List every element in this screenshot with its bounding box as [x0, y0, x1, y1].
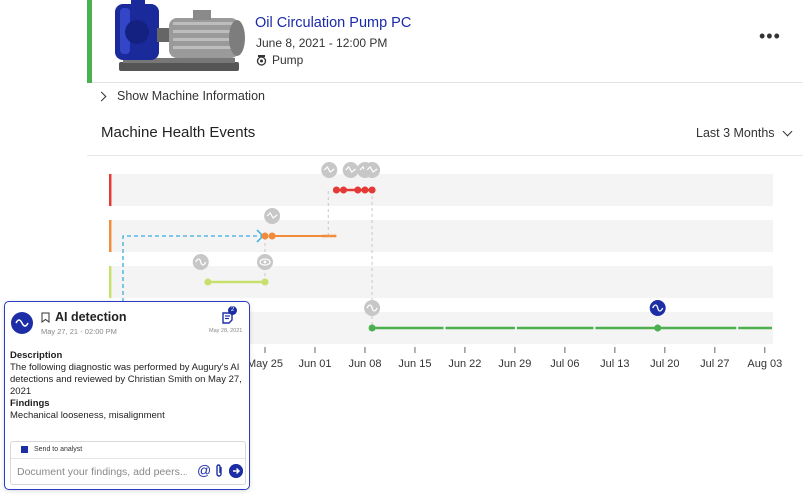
pump-icon: [256, 55, 267, 66]
section-divider: [87, 155, 803, 156]
ai-avatar: [11, 312, 33, 334]
notes-date: May 28, 2021: [209, 328, 243, 334]
diag-line: [366, 166, 378, 173]
findings-text: Mechanical looseness, misalignment: [10, 410, 165, 421]
show-machine-info-label: Show Machine Information: [117, 89, 265, 103]
eye-icon: [257, 254, 273, 270]
mention-icon[interactable]: @: [197, 462, 212, 478]
machine-title[interactable]: Oil Circulation Pump PC: [255, 15, 412, 31]
x-tick-label: May 25: [247, 358, 283, 370]
event-dot: [361, 186, 369, 194]
description-text: The following diagnostic was performed b…: [10, 362, 242, 397]
escalation-link: [122, 235, 263, 302]
comment-composer: Send to analyst @: [10, 441, 246, 485]
event-dot: [204, 278, 212, 286]
popup-body: Description The following diagnostic was…: [10, 350, 248, 422]
eye-shape: [259, 258, 271, 266]
event-dot: [261, 278, 269, 286]
show-machine-info-toggle[interactable]: Show Machine Information: [96, 89, 265, 103]
machine-type: Pump: [256, 53, 303, 67]
send-to-analyst-label: Send to analyst: [34, 446, 83, 453]
event-dot: [368, 186, 376, 194]
x-tick-label: Jun 08: [348, 358, 381, 370]
description-label: Description: [10, 350, 63, 361]
x-tick-label: Jul 06: [550, 358, 579, 370]
send-icon[interactable]: [229, 464, 243, 478]
event-dot: [332, 186, 340, 194]
x-tick-label: Jul 13: [600, 358, 629, 370]
wave-icon: [192, 254, 209, 270]
x-tick-label: Jul 20: [650, 358, 679, 370]
send-to-analyst-option[interactable]: Send to analyst: [21, 446, 82, 453]
diagnostic-icon: [264, 208, 281, 224]
event-dot: [261, 232, 269, 240]
diag-line: [345, 166, 357, 173]
time-range-label: Last 3 Months: [696, 126, 775, 140]
event-dot: [340, 186, 348, 194]
lane-marker-medium: [109, 266, 112, 298]
event-dot: [368, 324, 376, 332]
event-dot: [268, 232, 276, 240]
segment-gap: [736, 326, 739, 330]
diag-line: [323, 166, 335, 173]
wave-icon-selected: [649, 300, 666, 316]
segment-gap: [514, 326, 517, 330]
lane-marker-critical: [109, 174, 112, 206]
x-tick-label: Jun 15: [398, 358, 431, 370]
x-tick-label: Aug 03: [747, 358, 782, 370]
findings-input[interactable]: [17, 464, 187, 480]
chevron-right-icon: [96, 91, 107, 101]
segment-gap: [593, 326, 596, 330]
lane-high: [112, 220, 773, 252]
machine-date: June 8, 2021 - 12:00 PM: [256, 36, 388, 50]
x-tick-label: Jun 29: [498, 358, 531, 370]
popup-title: AI detection: [41, 310, 127, 324]
wave-icon: [364, 300, 381, 316]
event-detail-popup: AI detection May 27, 21 - 02:00 PM 2 May…: [4, 301, 250, 490]
popup-date: May 27, 21 - 02:00 PM: [41, 327, 117, 336]
wave-shape: [195, 258, 207, 266]
event-dot: [354, 186, 362, 194]
diagnostic-icon: [321, 162, 338, 178]
popup-title-text: AI detection: [55, 310, 127, 324]
eye-pupil: [263, 260, 267, 264]
diag-line: [266, 212, 278, 219]
composer-divider: [11, 458, 245, 459]
notes-count-badge: 2: [228, 306, 237, 315]
x-tick-label: Jul 27: [700, 358, 729, 370]
machine-header-card: Oil Circulation Pump PC June 8, 2021 - 1…: [87, 0, 803, 83]
findings-label: Findings: [10, 398, 50, 409]
lane-marker-high: [109, 220, 112, 252]
pump-image: [115, 0, 245, 71]
wave-shape: [652, 304, 664, 312]
section-title: Machine Health Events: [101, 124, 256, 141]
lane-critical: [112, 174, 773, 206]
send-to-analyst-checkbox[interactable]: [21, 446, 28, 453]
diagnostic-icon: [364, 162, 381, 178]
status-accent-bar: [87, 0, 92, 83]
x-tick-label: Jun 22: [448, 358, 481, 370]
attachment-icon[interactable]: [214, 463, 224, 479]
time-range-select[interactable]: Last 3 Months: [696, 126, 792, 140]
event-dot: [654, 324, 662, 332]
x-tick-label: Jun 01: [298, 358, 331, 370]
diagnostic-icon: [342, 162, 359, 178]
more-options-button[interactable]: •••: [759, 26, 781, 47]
segment-gap: [443, 326, 446, 330]
wave-icon: [15, 319, 29, 327]
bookmark-icon[interactable]: [41, 312, 50, 323]
machine-type-label: Pump: [272, 53, 304, 67]
chevron-down-icon: [782, 126, 792, 136]
wave-shape: [366, 304, 378, 312]
more-horizontal-icon: •••: [759, 26, 781, 46]
